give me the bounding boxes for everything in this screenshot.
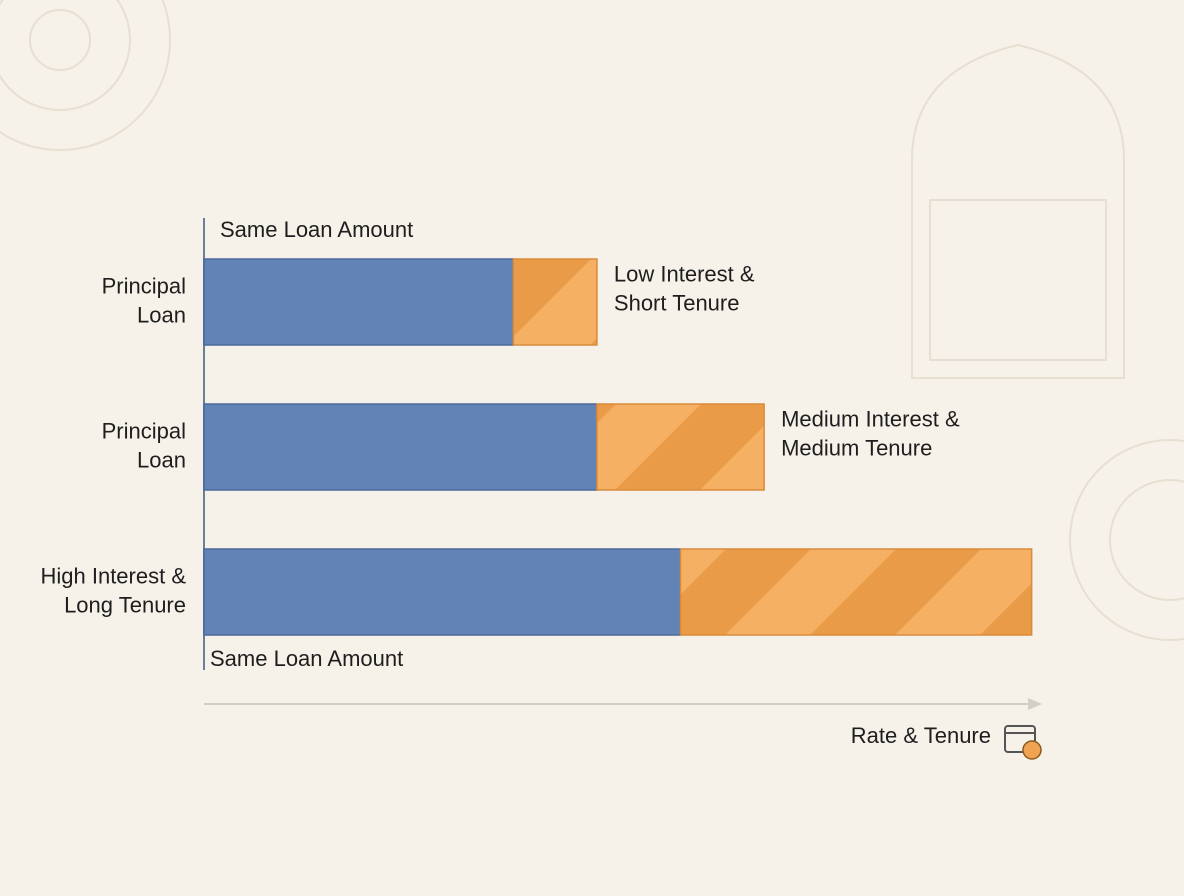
bar-annotation: Medium Interest & — [781, 406, 960, 431]
bar-segment — [512, 258, 598, 346]
top-label: Same Loan Amount — [220, 217, 413, 242]
bar-segment — [679, 548, 1033, 636]
bar-segment — [203, 403, 598, 491]
calendar-icon — [1004, 725, 1042, 760]
bar-segment — [203, 548, 682, 636]
bar-segment — [596, 403, 765, 491]
bar-annotation: Medium Tenure — [781, 435, 932, 460]
category-label: Long Tenure — [64, 592, 186, 617]
arrow-head — [1028, 698, 1042, 710]
category-label: High Interest & — [40, 563, 186, 588]
bar-annotation: Short Tenure — [614, 290, 740, 315]
category-label: Principal — [102, 273, 186, 298]
bar-annotation: Low Interest & — [614, 261, 755, 286]
x-axis-label: Rate & Tenure — [851, 723, 991, 748]
category-label: Loan — [137, 302, 186, 327]
category-label: Loan — [137, 447, 186, 472]
category-label: Principal — [102, 418, 186, 443]
bar-segment — [203, 258, 515, 346]
decoration — [0, 0, 1184, 641]
bottom-label: Same Loan Amount — [210, 646, 403, 671]
